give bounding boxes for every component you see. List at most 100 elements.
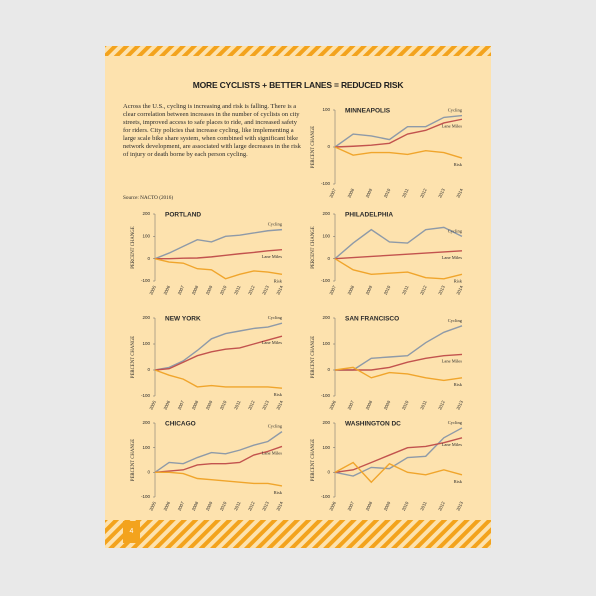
y-tick-label: 200 xyxy=(142,315,150,320)
chart-title: CHICAGO xyxy=(165,421,196,428)
series-line xyxy=(334,114,463,148)
series-label: Risk xyxy=(454,382,463,387)
x-tick-label: 2008 xyxy=(347,187,356,198)
y-tick-label: 100 xyxy=(322,341,330,346)
x-tick-label: 2007 xyxy=(177,284,186,295)
x-tick-label: 2008 xyxy=(347,284,356,295)
chart-title: WASHINGTON DC xyxy=(345,421,401,428)
x-tick-label: 2013 xyxy=(261,500,270,511)
series-line xyxy=(154,335,283,371)
x-tick-label: 2011 xyxy=(233,500,242,511)
y-tick-label: 0 xyxy=(147,367,150,372)
x-tick-label: 2014 xyxy=(275,284,284,295)
y-tick-label: 0 xyxy=(147,256,150,261)
x-tick-label: 2011 xyxy=(419,399,428,410)
x-tick-label: 2005 xyxy=(148,399,157,410)
x-tick-label: 2009 xyxy=(365,284,374,295)
series-label: Cycling xyxy=(448,108,463,113)
y-tick-label: -100 xyxy=(141,494,151,499)
series-label: Risk xyxy=(454,278,463,283)
x-tick-label: 2012 xyxy=(247,284,256,295)
series-line xyxy=(335,353,463,371)
x-tick-label: 2006 xyxy=(162,399,171,410)
x-tick-label: 2009 xyxy=(383,500,392,511)
y-axis-label: PERCENT CHANGE xyxy=(131,226,136,268)
y-tick-label: 100 xyxy=(142,445,150,450)
x-tick-label: 2010 xyxy=(383,284,392,295)
x-tick-label: 2009 xyxy=(205,284,214,295)
series-line xyxy=(334,250,463,260)
series-label: Lane Miles xyxy=(442,123,463,128)
x-tick-label: 2014 xyxy=(455,187,464,198)
series-line xyxy=(334,366,463,382)
top-stripes xyxy=(105,46,491,56)
x-tick-label: 2007 xyxy=(177,500,186,511)
series-line xyxy=(334,258,463,280)
series-line xyxy=(154,369,283,389)
series-label: Lane Miles xyxy=(262,254,283,259)
y-tick-label: 200 xyxy=(322,315,330,320)
chart-title: PHILADELPHIA xyxy=(345,212,393,219)
chart-title: PORTLAND xyxy=(165,212,201,219)
x-tick-label: 2008 xyxy=(191,399,200,410)
y-tick-label: 100 xyxy=(322,107,330,112)
series-label: Lane Miles xyxy=(442,442,463,447)
x-tick-label: 2013 xyxy=(261,284,270,295)
series-label: Lane Miles xyxy=(262,450,283,455)
x-tick-label: 2012 xyxy=(247,399,256,410)
y-axis-label: PERCENT CHANGE xyxy=(131,439,136,481)
x-tick-label: 2009 xyxy=(205,399,214,410)
y-axis-label: PERCENT CHANGE xyxy=(311,336,316,378)
y-tick-label: -100 xyxy=(321,278,331,283)
x-tick-label: 2006 xyxy=(328,399,337,410)
x-tick-label: 2012 xyxy=(437,399,446,410)
series-line xyxy=(334,226,463,260)
series-label: Lane Miles xyxy=(442,255,463,260)
series-label: Risk xyxy=(274,278,283,283)
x-tick-label: 2013 xyxy=(455,500,464,511)
x-tick-label: 2013 xyxy=(261,399,270,410)
y-tick-label: 0 xyxy=(327,144,330,149)
x-tick-label: 2007 xyxy=(177,399,186,410)
x-tick-label: 2011 xyxy=(233,284,242,295)
x-tick-label: 2010 xyxy=(401,399,410,410)
series-label: Cycling xyxy=(448,318,463,323)
series-label: Cycling xyxy=(448,420,463,425)
y-tick-label: 0 xyxy=(327,470,330,475)
y-tick-label: 200 xyxy=(322,211,330,216)
y-tick-label: -100 xyxy=(321,494,331,499)
y-tick-label: -100 xyxy=(141,278,151,283)
x-tick-label: 2010 xyxy=(383,187,392,198)
x-tick-label: 2007 xyxy=(347,399,356,410)
y-tick-label: 200 xyxy=(142,211,150,216)
series-label: Cycling xyxy=(268,424,283,429)
x-tick-label: 2010 xyxy=(219,399,228,410)
chart-title: NEW YORK xyxy=(165,316,201,323)
y-tick-label: -100 xyxy=(141,393,151,398)
x-tick-label: 2012 xyxy=(437,500,446,511)
series-line xyxy=(334,427,463,477)
series-line xyxy=(154,228,283,260)
x-tick-label: 2009 xyxy=(205,500,214,511)
y-tick-label: 100 xyxy=(322,234,330,239)
x-tick-label: 2007 xyxy=(328,284,337,295)
chart-title: SAN FRANCISCO xyxy=(345,316,399,323)
x-tick-label: 2010 xyxy=(401,500,410,511)
y-tick-label: 100 xyxy=(142,341,150,346)
x-tick-label: 2013 xyxy=(437,284,446,295)
x-tick-label: 2008 xyxy=(191,284,200,295)
x-tick-label: 2012 xyxy=(247,500,256,511)
series-label: Cycling xyxy=(268,315,283,320)
x-tick-label: 2011 xyxy=(401,187,410,198)
series-line xyxy=(334,461,463,484)
x-tick-label: 2013 xyxy=(455,399,464,410)
x-tick-label: 2009 xyxy=(365,187,374,198)
x-tick-label: 2007 xyxy=(347,500,356,511)
y-tick-label: 0 xyxy=(327,367,330,372)
page-title: MORE CYCLISTS + BETTER LANES = REDUCED R… xyxy=(192,80,404,90)
x-tick-label: 2006 xyxy=(162,500,171,511)
series-label: Cycling xyxy=(448,228,463,233)
x-tick-label: 2005 xyxy=(148,284,157,295)
series-label: Risk xyxy=(454,479,463,484)
